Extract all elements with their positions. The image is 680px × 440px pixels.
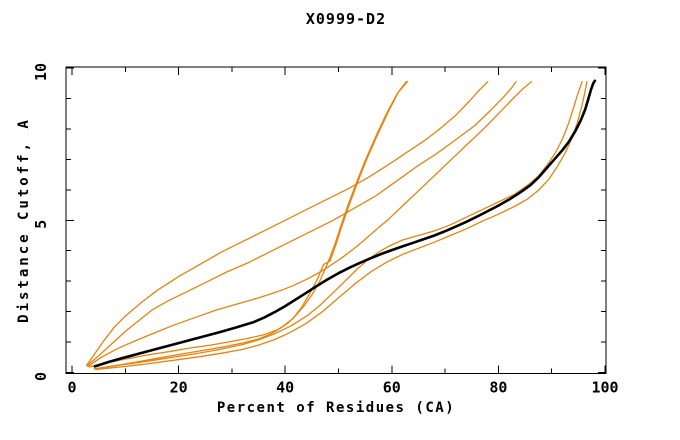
x-tick-label: 100 [591,379,618,397]
x-tick-label: 40 [276,379,294,397]
x-axis-label: Percent of Residues (CA) [216,400,456,416]
x-tick-label: 60 [383,379,401,397]
y-tick-label: 10 [32,63,50,81]
x-tick-label: 80 [489,379,507,397]
curve-orange-model-3 [87,81,533,368]
y-tick-label: 0 [32,372,50,381]
curve-orange-model-4-steep [88,81,407,368]
curve-orange-model-1 [86,81,489,366]
plot-frame [65,66,607,374]
curve-black-reference [93,79,597,368]
curve-orange-model-6 [93,81,583,370]
curve-orange-model-2 [86,81,517,367]
curve-orange-model-7 [95,81,588,371]
x-tick-label: 20 [170,379,188,397]
chart-title: X0999-D2 [305,10,387,28]
curve-orange-model-5-steep [98,81,408,370]
y-tick-label: 5 [32,220,50,229]
x-tick-label: 0 [67,379,76,397]
y-axis-label: Distance Cutoff, A [16,117,32,323]
